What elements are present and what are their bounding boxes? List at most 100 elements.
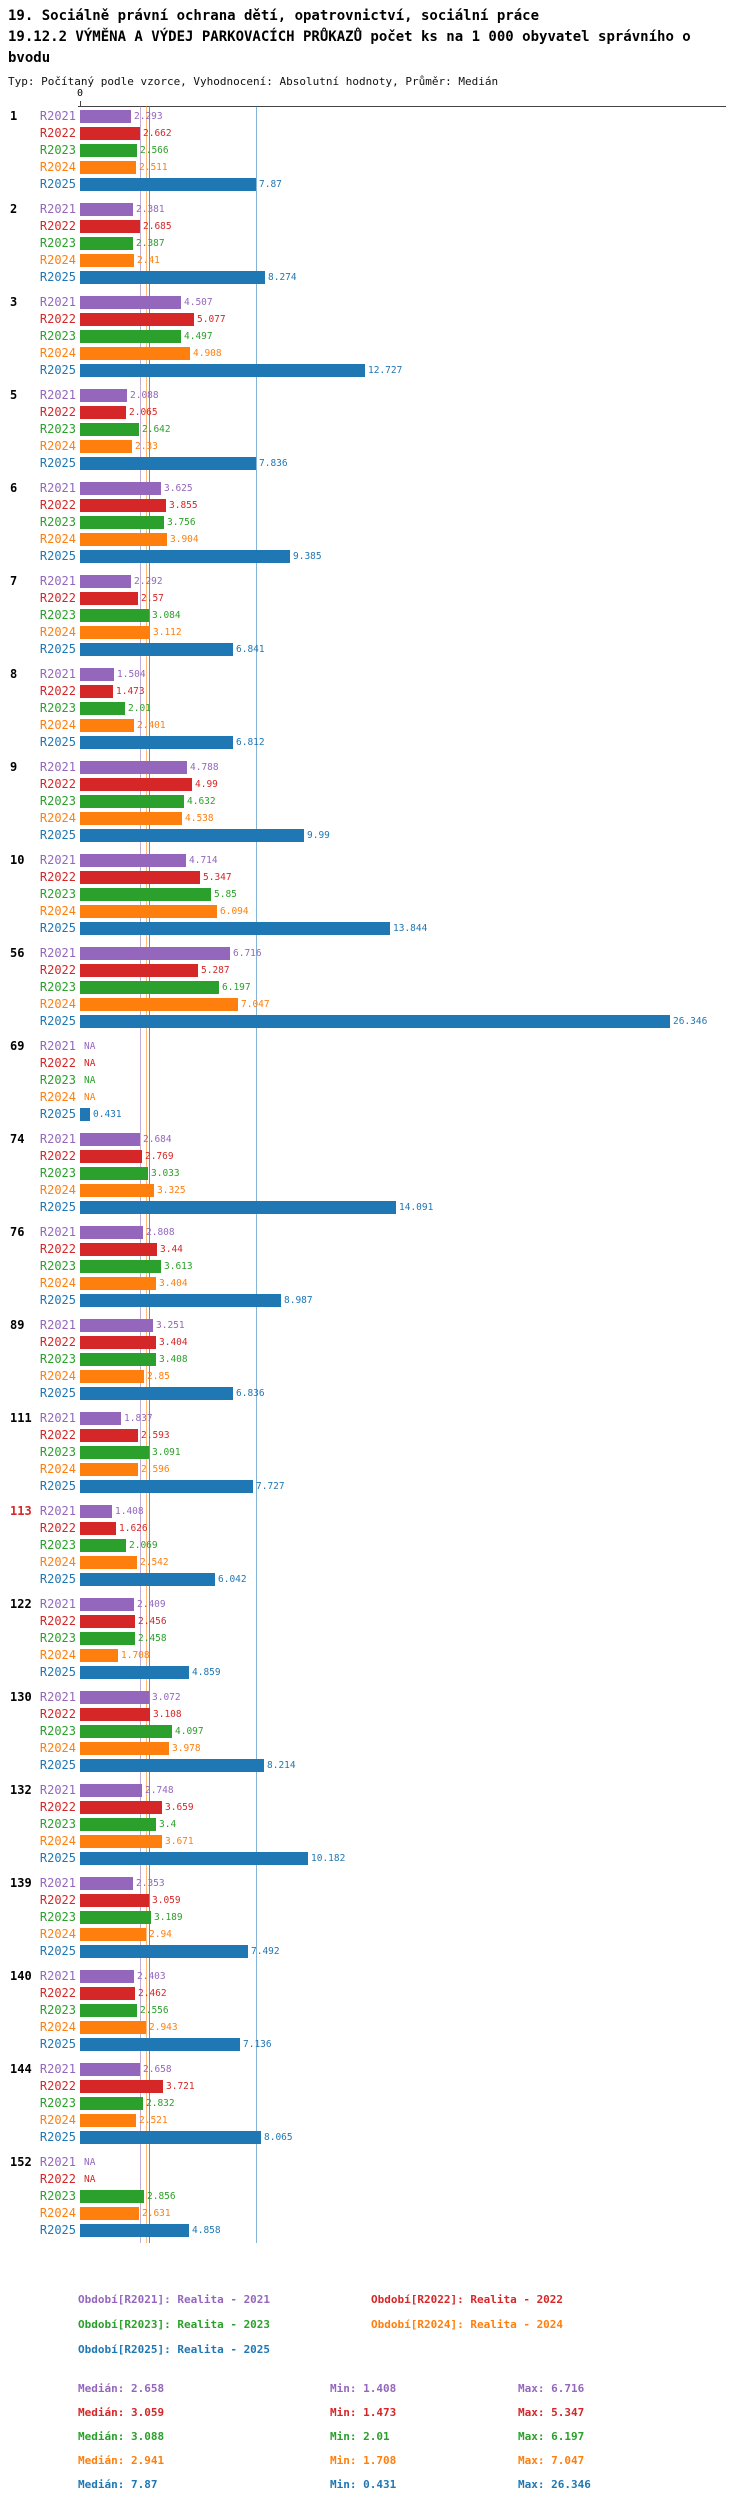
bar-value-label: 5.85: [214, 889, 237, 900]
bar-R2025: [80, 1294, 281, 1307]
bar-value-label: 1.408: [115, 1506, 144, 1517]
bar-value-label: 13.844: [393, 923, 428, 934]
row-label-R2024: R2024: [39, 532, 76, 546]
row-label-R2023: R2023: [39, 2096, 76, 2110]
page-title: 19. Sociálně právní ochrana dětí, opatro…: [8, 8, 540, 24]
bar-R2021: [80, 947, 230, 960]
row-label-R2025: R2025: [39, 1014, 76, 1028]
bar-value-label: 2.631: [142, 2208, 171, 2219]
bar-R2023: [80, 144, 137, 157]
bar-value-label: 3.059: [152, 1895, 181, 1906]
group-label: 2: [10, 202, 18, 216]
bar-R2022: [80, 685, 113, 698]
row-label-R2024: R2024: [39, 1555, 76, 1569]
row-label-R2023: R2023: [39, 2003, 76, 2017]
row-label-R2021: R2021: [39, 388, 76, 402]
bar-R2021: [80, 575, 131, 588]
bar-value-label: 14.091: [399, 1202, 434, 1213]
bar-value-label: 2.658: [143, 2064, 172, 2075]
row-label-R2021: R2021: [39, 295, 76, 309]
bar-R2024: [80, 1370, 144, 1383]
bar-value-label: 4.632: [187, 796, 216, 807]
row-label-R2022: R2022: [39, 1242, 76, 1256]
bar-R2023: [80, 1167, 148, 1180]
bar-R2024: [80, 626, 150, 639]
group-label: 111: [10, 1411, 32, 1425]
bar-R2021: [80, 2063, 140, 2076]
row-label-R2022: R2022: [39, 405, 76, 419]
bar-value-label: 6.197: [222, 982, 251, 993]
bar-R2025: [80, 1852, 308, 1865]
row-label-R2023: R2023: [39, 236, 76, 250]
group-label: 9: [10, 760, 18, 774]
bar-value-label: 7.87: [259, 179, 282, 190]
row-label-R2023: R2023: [39, 1724, 76, 1738]
row-label-R2023: R2023: [39, 1817, 76, 1831]
bar-value-label: 3.404: [159, 1278, 188, 1289]
bar-R2024: [80, 440, 132, 453]
bar-R2025: [80, 736, 233, 749]
row-label-R2023: R2023: [39, 1352, 76, 1366]
legend-item-R2021: Období[R2021]: Realita - 2021: [78, 2293, 271, 2306]
row-label-R2024: R2024: [39, 997, 76, 1011]
row-label-R2022: R2022: [39, 2079, 76, 2093]
bar-value-label: 26.346: [673, 1016, 708, 1027]
group-label: 76: [10, 1225, 25, 1239]
row-label-R2025: R2025: [39, 549, 76, 563]
bar-value-label: 5.287: [201, 965, 230, 976]
row-label-R2023: R2023: [39, 1073, 76, 1087]
row-label-R2023: R2023: [39, 1445, 76, 1459]
bar-R2025: [80, 643, 233, 656]
bar-value-label: 2.069: [129, 1540, 158, 1551]
bar-value-label: 2.387: [136, 238, 165, 249]
row-label-R2021: R2021: [39, 1504, 76, 1518]
na-label: NA: [84, 1092, 96, 1103]
stat-min-R2024: Min: 1.708: [330, 2454, 397, 2467]
na-label: NA: [84, 2174, 96, 2185]
row-label-R2021: R2021: [39, 2062, 76, 2076]
row-label-R2025: R2025: [39, 1758, 76, 1772]
bar-value-label: 2.94: [149, 1929, 172, 1940]
row-label-R2024: R2024: [39, 1648, 76, 1662]
bar-value-label: 4.538: [185, 813, 214, 824]
row-label-R2021: R2021: [39, 1411, 76, 1425]
median-line-R2023: [149, 106, 150, 2243]
bar-value-label: 2.685: [143, 221, 172, 232]
row-label-R2025: R2025: [39, 642, 76, 656]
bar-R2023: [80, 1911, 151, 1924]
bar-value-label: 3.189: [154, 1912, 183, 1923]
bar-value-label: 6.841: [236, 644, 265, 655]
bar-value-label: 3.855: [169, 500, 198, 511]
bar-value-label: 3.408: [159, 1354, 188, 1365]
bar-R2022: [80, 313, 194, 326]
row-label-R2022: R2022: [39, 684, 76, 698]
group-label: 1: [10, 109, 18, 123]
bar-R2022: [80, 127, 140, 140]
bar-value-label: 2.33: [135, 441, 158, 452]
bar-value-label: 2.593: [141, 1430, 170, 1441]
bar-R2023: [80, 795, 184, 808]
bar-R2024: [80, 1649, 118, 1662]
row-label-R2022: R2022: [39, 870, 76, 884]
bar-value-label: 0.431: [93, 1109, 122, 1120]
bar-R2021: [80, 1412, 121, 1425]
bar-R2024: [80, 1835, 162, 1848]
bar-value-label: 2.642: [142, 424, 171, 435]
bar-value-label: 2.748: [145, 1785, 174, 1796]
group-label: 5: [10, 388, 18, 402]
bar-value-label: 6.716: [233, 948, 262, 959]
bar-value-label: 2.353: [136, 1878, 165, 1889]
bar-R2022: [80, 1894, 149, 1907]
row-label-R2025: R2025: [39, 1200, 76, 1214]
row-label-R2024: R2024: [39, 1090, 76, 1104]
row-label-R2021: R2021: [39, 574, 76, 588]
bar-R2022: [80, 1708, 150, 1721]
bar-value-label: 9.99: [307, 830, 330, 841]
bar-R2022: [80, 871, 200, 884]
stat-median-R2022: Medián: 3.059: [78, 2406, 165, 2419]
row-label-R2022: R2022: [39, 219, 76, 233]
stat-max-R2022: Max: 5.347: [518, 2406, 585, 2419]
bar-R2021: [80, 296, 181, 309]
bar-value-label: 3.44: [160, 1244, 183, 1255]
bar-value-label: 2.456: [138, 1616, 167, 1627]
